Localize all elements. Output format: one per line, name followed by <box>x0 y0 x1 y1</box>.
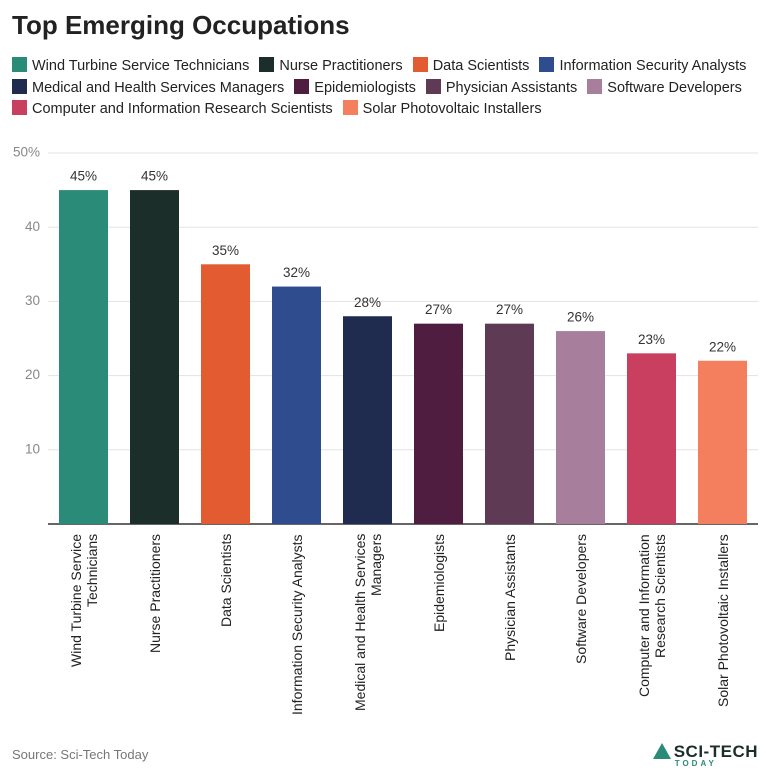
x-tick-label: Data Scientists <box>217 534 234 628</box>
value-label: 27% <box>496 302 523 317</box>
logo: SCI-TECH TODAY <box>652 742 758 768</box>
legend-swatch <box>12 57 27 72</box>
bar <box>556 331 605 524</box>
x-tick-label: Medical and Health Services Managers <box>351 534 384 712</box>
legend-swatch <box>539 57 555 72</box>
bar <box>59 190 108 524</box>
legend: Wind Turbine Service Technicians Nurse P… <box>12 56 754 121</box>
legend-swatch <box>412 57 428 72</box>
legend-label: Medical and Health Services Managers <box>32 79 285 96</box>
legend-label: Solar Photovoltaic Installers <box>362 101 542 117</box>
bar <box>130 190 179 524</box>
legend-swatch <box>342 100 358 115</box>
legend-label: Nurse Practitioners <box>279 58 403 74</box>
logo-name: SCI-TECH <box>673 742 758 761</box>
y-tick-label: 50% <box>13 145 40 160</box>
bar <box>627 353 676 524</box>
chart-title: Top Emerging Occupations <box>12 10 350 40</box>
legend-swatch <box>425 78 441 94</box>
legend-label: Epidemiologists <box>314 79 416 96</box>
legend-item: Software Developers <box>587 78 742 96</box>
legend-label: Data Scientists <box>432 58 530 74</box>
y-tick-label: 40 <box>25 219 40 234</box>
value-label: 27% <box>425 302 452 317</box>
x-tick-label: Nurse Practitioners <box>146 534 163 654</box>
bar <box>698 360 747 524</box>
value-label: 28% <box>354 295 381 310</box>
value-label: 32% <box>283 265 310 280</box>
x-tick-label: Solar Photovoltaic Installers <box>714 534 731 707</box>
y-tick-label: 20 <box>25 367 40 382</box>
legend-item: Medical and Health Services Managers <box>12 78 285 96</box>
legend-item: Computer and Information Research Scient… <box>12 100 333 117</box>
legend-label: Wind Turbine Service Technicians <box>32 58 250 74</box>
bar <box>414 323 463 524</box>
legend-item: Data Scientists <box>412 57 530 74</box>
legend-swatch <box>294 78 310 94</box>
x-tick-label: Computer and Information Research Scient… <box>635 534 668 697</box>
legend-item: Solar Photovoltaic Installers <box>342 100 542 117</box>
source: Source: Sci-Tech Today <box>12 747 149 762</box>
legend-item: Nurse Practitioners <box>259 57 403 74</box>
legend-swatch <box>12 100 27 115</box>
value-label: 23% <box>638 332 665 347</box>
legend-swatch <box>259 57 275 72</box>
logo-icon <box>652 743 671 759</box>
legend-item: Information Security Analysts <box>539 57 747 74</box>
bar <box>485 323 534 524</box>
bar <box>201 264 250 524</box>
value-label: 22% <box>709 339 736 354</box>
x-tick-label: Software Developers <box>572 534 589 664</box>
x-tick-label: Information Security Analysts <box>288 534 305 715</box>
legend-swatch <box>587 78 603 94</box>
bar <box>343 316 392 524</box>
value-label: 45% <box>141 169 168 184</box>
legend-item: Epidemiologists <box>294 78 416 96</box>
legend-item: Wind Turbine Service Technicians <box>12 57 250 74</box>
x-tick-label: Epidemiologists <box>430 534 447 633</box>
legend-swatch <box>12 78 27 94</box>
value-label: 45% <box>70 169 97 184</box>
legend-label: Software Developers <box>607 79 742 96</box>
value-label: 35% <box>212 243 239 258</box>
x-tick-label: Wind Turbine Service Technicians <box>67 534 100 668</box>
bar <box>272 286 321 524</box>
x-tick-label: Physician Assistants <box>501 534 518 661</box>
legend-label: Physician Assistants <box>445 79 578 96</box>
legend-item: Physician Assistants <box>425 78 578 96</box>
y-tick-label: 10 <box>25 441 40 456</box>
value-label: 26% <box>567 310 594 325</box>
legend-label: Information Security Analysts <box>559 58 747 74</box>
y-tick-label: 30 <box>25 293 40 308</box>
legend-label: Computer and Information Research Scient… <box>32 101 333 117</box>
logo-tagline: TODAY <box>674 759 717 768</box>
